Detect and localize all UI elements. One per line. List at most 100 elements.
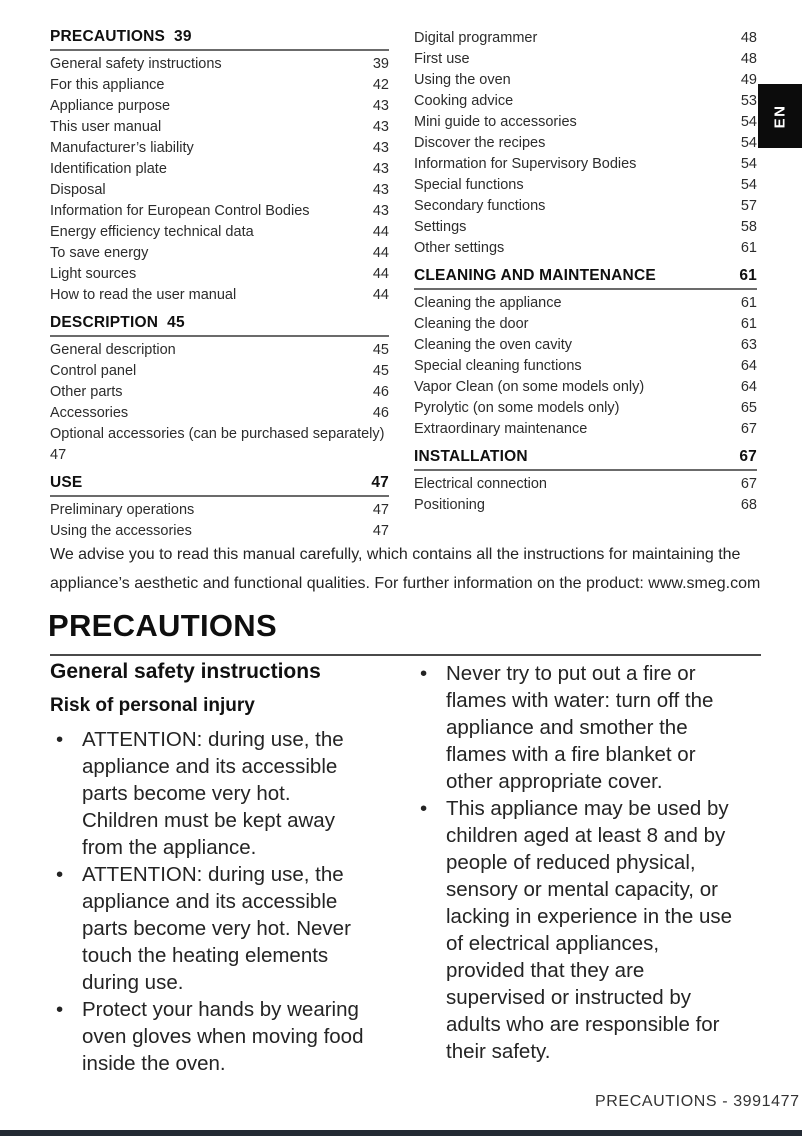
toc-item: To save energy 44 [50, 243, 389, 264]
toc-item-label: Settings [414, 219, 467, 235]
content-left-column: General safety instructions Risk of pers… [50, 660, 395, 1077]
toc-item: Information for European Control Bodies 4… [50, 201, 389, 222]
toc-item-label: Cleaning the appliance [414, 295, 562, 311]
toc-item: Accessories 46 [50, 403, 389, 424]
toc-item: Cooking advice 53 [414, 91, 757, 112]
toc-item: Information for Supervisory Bodies 54 [414, 154, 757, 175]
toc-item-label: Using the accessories [50, 523, 192, 539]
toc-item: Vapor Clean (on some models only) 64 [414, 377, 757, 398]
toc-item-label: General description [50, 342, 176, 358]
toc-item-page: 68 [740, 497, 757, 513]
toc-section-heading-label: USE [50, 474, 83, 491]
toc-item-label: How to read the user manual [50, 287, 237, 303]
toc-item: How to read the user manual 44 [50, 285, 389, 306]
toc-item: Appliance purpose 43 [50, 96, 389, 117]
toc-item-page: 63 [740, 337, 757, 353]
toc-item-label: This user manual [50, 119, 162, 135]
toc-item: This user manual 43 [50, 117, 389, 138]
toc-item: Cleaning the door 61 [414, 314, 757, 335]
toc-item-label: Energy efficiency technical data [50, 224, 254, 240]
toc-item-page: 44 [372, 245, 389, 261]
bullet-text: Protect your hands by wearing oven glove… [82, 998, 364, 1075]
toc-item-label: Special cleaning functions [414, 358, 582, 374]
toc-item-page: 65 [740, 400, 757, 416]
toc-item: Preliminary operations 47 [50, 500, 389, 521]
subsection-title: Risk of personal injury [50, 695, 255, 716]
toc-item-label: Manufacturer’s liability [50, 140, 194, 156]
toc-section: Digital programmer 48 First use 48 Using the… [414, 28, 757, 259]
bullet-text: ATTENTION: during use, the appliance and… [82, 863, 351, 994]
toc-item-label: Preliminary operations [50, 502, 195, 518]
toc-item-page: 47 [372, 523, 389, 539]
toc-item-page: 43 [372, 161, 389, 177]
section-title: General safety instructions [50, 660, 321, 683]
toc-item: Cleaning the oven cavity 63 [414, 335, 757, 356]
toc-item-page: 42 [372, 77, 389, 93]
toc-section-heading: DESCRIPTION 45 [50, 314, 389, 337]
toc-item-page: 46 [372, 405, 389, 421]
toc-item-label: Secondary functions [414, 198, 546, 214]
content-right-column: • Never try to put out a fire or flames w… [414, 660, 764, 1065]
toc-item-label: Pyrolytic (on some models only) [414, 400, 620, 416]
toc-section-heading-label: DESCRIPTION [50, 314, 159, 331]
language-tab-label: EN [771, 104, 789, 128]
toc-item-label: Other settings [414, 240, 505, 256]
advisory-paragraph: We advise you to read this manual carefu… [50, 546, 761, 592]
toc-item-page: 57 [740, 198, 757, 214]
bullet-text: Never try to put out a fire or flames wi… [446, 662, 714, 793]
toc-section: USE 47 Preliminary operations 47 Using the a… [50, 474, 389, 542]
toc-item-page: 64 [740, 379, 757, 395]
page-title: PRECAUTIONS [48, 608, 277, 643]
toc-section-heading-label: PRECAUTIONS [50, 28, 166, 45]
toc-item-page: 44 [372, 266, 389, 282]
toc-item-label: Accessories [50, 405, 129, 421]
toc-item: Energy efficiency technical data 44 [50, 222, 389, 243]
toc-item-label: Mini guide to accessories [414, 114, 577, 130]
toc-item-page: 54 [740, 177, 757, 193]
toc-item-label: Appliance purpose [50, 98, 171, 114]
toc-left-column: PRECAUTIONS 39 General safety instructions… [50, 28, 389, 542]
toc-section-heading: PRECAUTIONS 39 [50, 28, 389, 51]
toc-item: Secondary functions 57 [414, 196, 757, 217]
toc-item-label: For this appliance [50, 77, 165, 93]
toc-item-page: 54 [740, 156, 757, 172]
bullet-list-left: • ATTENTION: during use, the appliance an… [50, 726, 395, 1077]
toc-section-heading-page: 61 [739, 267, 757, 284]
toc-section-heading-page: 39 [174, 28, 192, 45]
toc-item-label: First use [414, 51, 470, 67]
bullet-item: • ATTENTION: during use, the appliance an… [50, 726, 395, 861]
toc-item-page: 47 [372, 502, 389, 518]
toc-item: Extraordinary maintenance 67 [414, 419, 757, 440]
toc-item-page: 48 [740, 30, 757, 46]
toc-item: Light sources 44 [50, 264, 389, 285]
toc-section-heading: INSTALLATION 67 [414, 448, 757, 471]
toc-item-page: 44 [372, 224, 389, 240]
toc-item-page: 54 [740, 114, 757, 130]
toc-item: Identification plate 43 [50, 159, 389, 180]
toc-section: PRECAUTIONS 39 General safety instructions… [50, 28, 389, 306]
toc-item: Pyrolytic (on some models only) 65 [414, 398, 757, 419]
toc-item-page: 43 [372, 119, 389, 135]
toc-item: Optional accessories (can be purchased s… [50, 426, 385, 463]
toc-section-heading-label: INSTALLATION [414, 448, 528, 465]
toc-item: Discover the recipes 54 [414, 133, 757, 154]
toc-item-label: Light sources [50, 266, 137, 282]
toc-item-label: Digital programmer [414, 30, 538, 46]
toc-item: Other parts 46 [50, 382, 389, 403]
toc-section: CLEANING AND MAINTENANCE 61 Cleaning the a… [414, 267, 757, 440]
toc-item-page: 58 [740, 219, 757, 235]
toc-item-label: Discover the recipes [414, 135, 546, 151]
toc-item: Using the oven 49 [414, 70, 757, 91]
toc-item: General safety instructions 39 [50, 54, 389, 75]
toc-item: Special cleaning functions 64 [414, 356, 757, 377]
toc-section-heading: USE 47 [50, 474, 389, 497]
toc-item-page: 43 [372, 140, 389, 156]
toc-item: Cleaning the appliance 61 [414, 293, 757, 314]
toc-item: Electrical connection 67 [414, 474, 757, 495]
toc-item-page: 39 [372, 56, 389, 72]
bullet-marker: • [56, 998, 64, 1021]
toc-right-column: Digital programmer 48 First use 48 Using the… [414, 28, 757, 516]
toc-item: Disposal 43 [50, 180, 389, 201]
toc-section-heading-page: 67 [739, 448, 757, 465]
toc-item-page: 44 [372, 287, 389, 303]
